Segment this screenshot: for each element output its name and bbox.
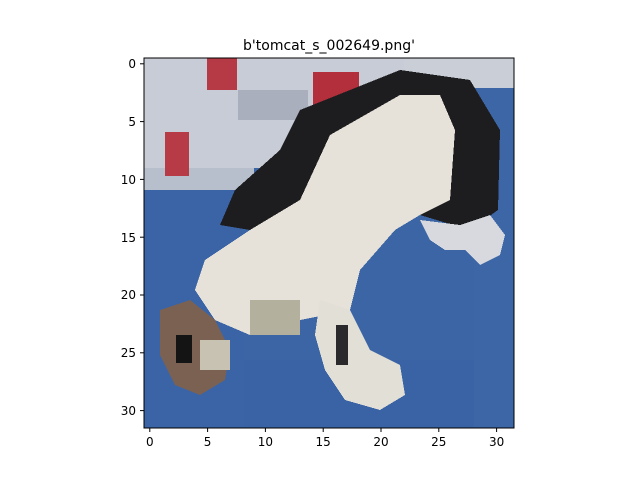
y-tick-label-15: 15 xyxy=(121,231,136,245)
y-tick-label-25: 25 xyxy=(121,346,136,360)
x-tick-label-0: 0 xyxy=(146,435,154,449)
cat-dark-leg-stripe xyxy=(336,325,348,365)
y-tick-label-5: 5 xyxy=(128,115,136,129)
figure-title: b'tomcat_s_002649.png' xyxy=(243,38,415,54)
x-tick-label-30: 30 xyxy=(489,435,504,449)
x-axis: 0 5 10 15 20 25 30 xyxy=(146,428,504,449)
image-area xyxy=(144,58,514,428)
y-tick-label-10: 10 xyxy=(121,173,136,187)
x-tick-label-10: 10 xyxy=(258,435,273,449)
x-tick-label-20: 20 xyxy=(373,435,388,449)
cat-gray-shading xyxy=(250,300,300,335)
blanket-region-left xyxy=(144,168,254,190)
y-tick-label-0: 0 xyxy=(128,57,136,71)
y-axis: 0 5 10 15 20 25 30 xyxy=(121,57,144,418)
y-tick-label-30: 30 xyxy=(121,404,136,418)
y-tick-label-20: 20 xyxy=(121,288,136,302)
blanket-red-patch-3 xyxy=(165,132,189,176)
blanket-red-patch-1 xyxy=(207,58,237,90)
pixelated-photo xyxy=(144,58,514,428)
x-tick-label-15: 15 xyxy=(316,435,331,449)
x-tick-label-25: 25 xyxy=(431,435,446,449)
x-tick-label-5: 5 xyxy=(204,435,212,449)
cat-paw-light-spot xyxy=(200,340,230,370)
cat-paw-dark-spot xyxy=(176,335,192,363)
